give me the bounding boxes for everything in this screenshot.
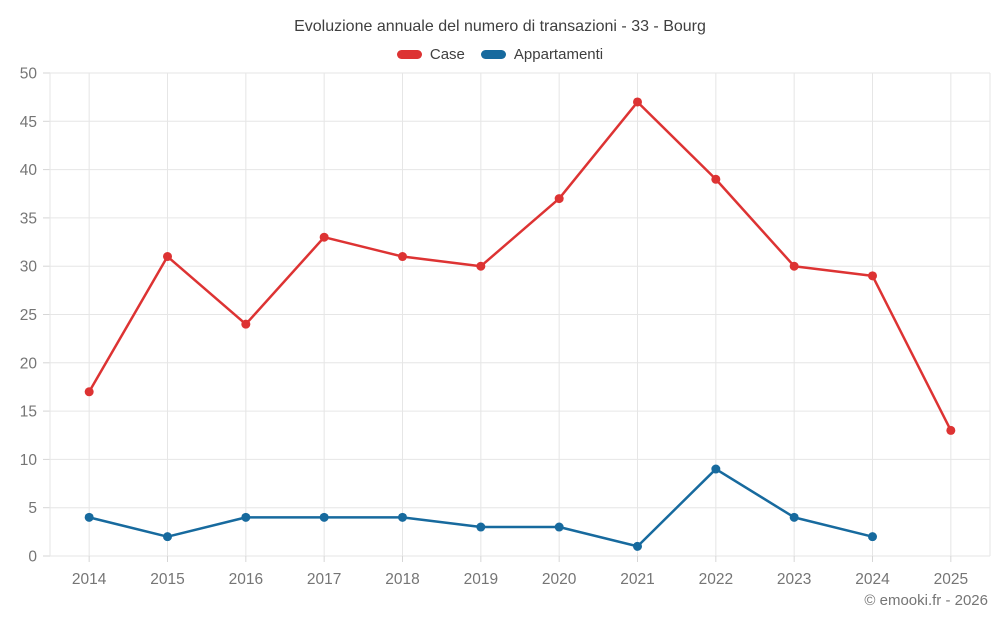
data-point-case[interactable] [789, 261, 799, 271]
data-point-appartamenti[interactable] [84, 512, 94, 522]
legend-label-case: Case [429, 46, 465, 63]
chart-title: Evoluzione annuale del numero di transaz… [294, 18, 706, 35]
data-point-appartamenti[interactable] [711, 464, 721, 474]
data-point-case[interactable] [476, 261, 486, 271]
data-point-appartamenti[interactable] [633, 541, 642, 551]
case-legend-swatch-icon [396, 50, 422, 59]
x-axis-tick-label: 2017 [307, 571, 341, 588]
x-axis-tick-label: 2024 [855, 571, 890, 588]
credit-text: © emooki.fr - 2026 [864, 592, 988, 609]
data-point-case[interactable] [398, 252, 407, 262]
data-point-appartamenti[interactable] [476, 522, 486, 532]
x-axis-tick-label: 2019 [464, 571, 498, 588]
y-axis-tick-label: 30 [20, 259, 38, 276]
y-axis-tick-label: 35 [20, 210, 37, 227]
data-point-case[interactable] [163, 252, 172, 262]
data-point-case[interactable] [711, 174, 721, 184]
data-point-case[interactable] [868, 271, 877, 281]
appartamenti-legend-swatch-icon [480, 50, 506, 59]
x-axis-tick-label: 2023 [777, 571, 811, 588]
data-point-case[interactable] [319, 232, 329, 242]
y-axis-tick-label: 45 [20, 114, 37, 131]
data-point-appartamenti[interactable] [789, 512, 799, 522]
chart-legend: Case Appartamenti [0, 46, 1000, 63]
x-axis-tick-label: 2020 [542, 571, 577, 588]
data-point-appartamenti[interactable] [319, 512, 329, 522]
y-axis-tick-label: 5 [28, 500, 37, 517]
y-axis-tick-label: 0 [28, 549, 37, 566]
x-axis-tick-label: 2016 [229, 571, 263, 588]
y-axis-tick-label: 20 [20, 355, 38, 372]
y-axis-tick-label: 10 [20, 452, 38, 469]
y-axis-tick-label: 25 [20, 307, 37, 324]
data-point-case[interactable] [946, 425, 956, 435]
series-line-case [87, 100, 953, 432]
y-axis-tick-label: 15 [20, 404, 37, 421]
y-axis-tick-label: 50 [20, 66, 38, 83]
x-axis-tick-label: 2025 [934, 571, 968, 588]
data-point-appartamenti[interactable] [868, 532, 877, 542]
legend-item-case[interactable]: Case [396, 46, 465, 63]
data-point-case[interactable] [633, 97, 642, 107]
legend-label-appartamenti: Appartamenti [513, 46, 604, 63]
data-point-case[interactable] [84, 387, 94, 397]
x-axis-tick-label: 2018 [385, 571, 419, 588]
x-axis-tick-label: 2014 [72, 571, 107, 588]
x-axis-tick-label: 2022 [699, 571, 733, 588]
x-axis-tick-label: 2021 [620, 571, 654, 588]
data-point-case[interactable] [554, 194, 564, 204]
x-axis-tick-label: 2015 [150, 571, 184, 588]
data-point-appartamenti[interactable] [554, 522, 564, 532]
data-point-appartamenti[interactable] [241, 512, 251, 522]
data-point-appartamenti[interactable] [163, 532, 172, 542]
legend-item-appartamenti[interactable]: Appartamenti [480, 46, 604, 63]
data-point-case[interactable] [241, 319, 251, 329]
y-axis-tick-label: 40 [20, 162, 38, 179]
data-point-appartamenti[interactable] [398, 512, 407, 522]
